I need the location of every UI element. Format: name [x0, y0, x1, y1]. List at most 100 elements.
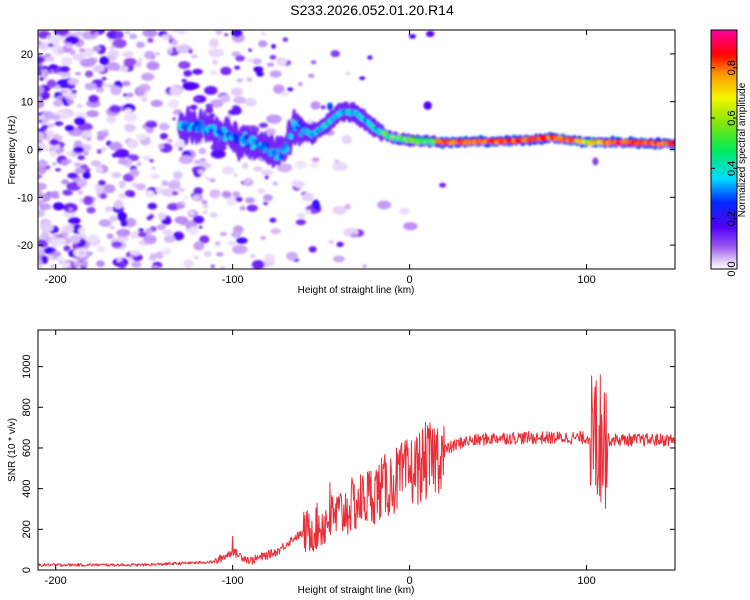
noise-blob [155, 186, 164, 194]
noise-blob [198, 225, 203, 229]
noise-blob [77, 155, 85, 161]
colorbar-step [711, 137, 737, 141]
noise-blob [172, 231, 185, 241]
signal-core [283, 142, 289, 148]
noise-blob [53, 30, 69, 37]
noise-blob [144, 50, 156, 60]
signal-core [212, 124, 217, 130]
colorbar-step [711, 79, 737, 83]
noise-blob [74, 71, 82, 76]
colorbar-step [711, 113, 737, 117]
colorbar-step [711, 165, 737, 169]
noise-blob [47, 43, 54, 47]
x-tick-label: 0 [407, 575, 413, 587]
colorbar-step [711, 91, 737, 95]
noise-blob [226, 196, 237, 206]
noise-blob [138, 228, 144, 232]
noise-blob [273, 84, 285, 94]
noise-blob [264, 175, 269, 180]
signal-core [250, 144, 255, 150]
noise-blob [61, 179, 70, 185]
noise-blob [104, 206, 113, 212]
colorbar-step [711, 249, 737, 252]
noise-blob [204, 85, 218, 95]
colorbar-step [711, 127, 737, 131]
colorbar-step [711, 103, 737, 107]
noise-blob [68, 217, 81, 225]
noise-blob [59, 70, 71, 78]
noise-blob [168, 46, 173, 51]
noise-blob [194, 96, 201, 102]
colorbar-step [711, 123, 737, 127]
noise-blob [294, 180, 305, 189]
colorbar-gradient [711, 30, 737, 270]
noise-blob [178, 147, 183, 151]
noise-blob [263, 253, 276, 262]
noise-blob [197, 169, 205, 175]
noise-blob [126, 139, 139, 149]
noise-blob [63, 245, 71, 252]
noise-blob [92, 65, 105, 73]
noise-blob [38, 131, 45, 140]
noise-blob [210, 99, 224, 108]
y-tick-label: 10 [21, 97, 33, 109]
noise-blob [45, 56, 55, 62]
noise-blob [97, 245, 106, 253]
noise-blob [39, 203, 52, 211]
noise-blob [106, 233, 114, 239]
signal-core [218, 134, 223, 141]
noise-blob [205, 106, 214, 114]
noise-blob [280, 91, 290, 97]
colorbar-step [711, 107, 737, 111]
colorbar: 0.0 0.2 0.4 0.6 0.8 Normalized spectral ampl… [710, 29, 748, 277]
y-tick-label: 20 [21, 49, 33, 61]
colorbar-label: Normalized spectral amplitude [737, 82, 748, 217]
noise-blob [96, 135, 105, 141]
noise-blob [193, 187, 203, 195]
noise-blob [169, 206, 176, 211]
noise-blob [87, 234, 100, 244]
x-tick-label: -200 [45, 575, 67, 587]
colorbar-step [711, 139, 737, 143]
noise-blob [169, 87, 183, 96]
spectrogram-ylabel: Frequency (Hz) [7, 116, 18, 185]
noise-blob [38, 70, 43, 76]
noise-blob [77, 190, 84, 195]
noise-blob [172, 191, 179, 196]
noise-blob [226, 114, 232, 119]
colorbar-step [711, 167, 737, 171]
noise-blob [309, 162, 319, 169]
noise-blob [109, 225, 116, 230]
signal-core [200, 124, 206, 131]
colorbar-step [711, 119, 737, 123]
noise-blob [73, 146, 85, 153]
colorbar-tick-label: 0.2 [726, 211, 738, 226]
signal-core [298, 131, 304, 138]
noise-blob [270, 228, 281, 235]
noise-blob [38, 65, 43, 71]
colorbar-step [711, 35, 737, 39]
noise-blob [60, 56, 73, 66]
noise-blob [57, 95, 64, 100]
noise-blob [261, 169, 273, 177]
noise-blob [131, 261, 142, 268]
noise-blob [109, 215, 118, 222]
noise-blob [193, 255, 200, 260]
noise-blob [52, 99, 63, 107]
noise-blob [171, 39, 178, 46]
colorbar-step [711, 205, 737, 208]
noise-blob [162, 248, 172, 256]
colorbar-step [711, 83, 737, 87]
noise-blob [54, 235, 60, 239]
noise-blob [243, 178, 252, 184]
colorbar-step [711, 201, 737, 204]
noise-blob [231, 30, 243, 38]
signal-core [246, 143, 252, 150]
colorbar-step [711, 61, 737, 65]
colorbar-step [711, 149, 737, 153]
noise-blob [232, 244, 248, 255]
colorbar-step [711, 31, 737, 35]
signal-core [244, 134, 249, 140]
colorbar-step [711, 77, 737, 81]
noise-blob [367, 55, 373, 60]
